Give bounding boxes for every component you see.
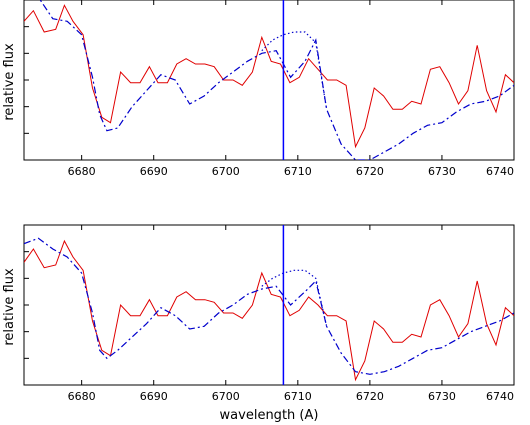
top-x-tick-label: 6720: [356, 165, 384, 178]
bottom-x-tick-label: 6730: [428, 390, 456, 403]
bottom-y-axis-label: relative flux: [2, 268, 17, 346]
top-x-tick-label: 6690: [140, 165, 168, 178]
bottom-y-ticks: [24, 251, 29, 359]
top-series-dash-dot: [39, 0, 514, 160]
bottom-plot-frame: [23, 224, 515, 386]
top-panel: 6680 6690 6700 6710 6720 6730 6740 relative fl…: [2, 0, 515, 178]
bottom-x-tick-label: 6690: [140, 390, 168, 403]
top-x-tick-label: 6730: [428, 165, 456, 178]
top-plot-frame: [23, 0, 515, 161]
bottom-x-tick-label: 6710: [284, 390, 312, 403]
bottom-x-tick-label: 6680: [68, 390, 96, 403]
bottom-x-axis-label: wavelength (A): [220, 408, 319, 423]
bottom-series-dash-dot: [24, 237, 514, 375]
top-y-axis-label: relative flux: [2, 43, 17, 121]
top-series-solid: [24, 4, 514, 149]
top-x-tick-label: 6680: [68, 165, 96, 178]
top-x-ticks: 6680 6690 6700 6710 6720 6730 6740: [68, 0, 515, 178]
bottom-series-group: [24, 237, 514, 382]
bottom-panel: 6680 6690 6700 6710 6720 6730 6740 relative fl…: [2, 224, 515, 423]
bottom-x-tick-label: 6740: [486, 390, 514, 403]
bottom-series-dotted: [261, 269, 328, 327]
bottom-series-solid: [24, 239, 514, 382]
bottom-x-tick-label: 6720: [356, 390, 384, 403]
top-y-ticks: [24, 26, 29, 134]
top-series-group: [24, 0, 514, 160]
top-x-tick-label: 6700: [212, 165, 240, 178]
top-x-tick-label: 6740: [486, 165, 514, 178]
bottom-x-tick-label: 6700: [212, 390, 240, 403]
top-series-dotted: [261, 31, 328, 110]
bottom-x-ticks: 6680 6690 6700 6710 6720 6730 6740: [68, 225, 515, 403]
top-x-tick-label: 6710: [284, 165, 312, 178]
